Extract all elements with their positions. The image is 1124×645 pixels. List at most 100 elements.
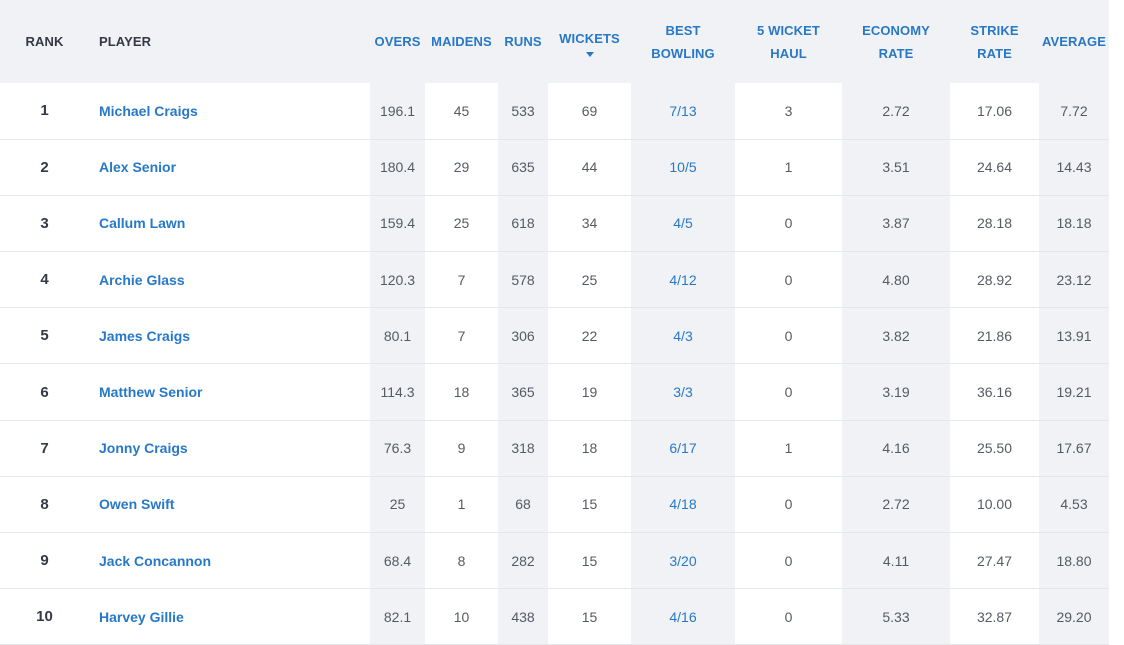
table-row: 5 James Craigs 80.1 7 306 22 4/3 0 3.82 21.86 13.9… — [0, 307, 1109, 365]
rank-cell: 6 — [0, 363, 89, 421]
column-header-overs[interactable]: OVERS — [370, 0, 425, 83]
best-bowling-cell[interactable]: 4/16 — [631, 588, 735, 645]
header-label-line2: RATE — [878, 45, 914, 61]
rank-cell: 5 — [0, 307, 89, 365]
economy-rate-cell: 4.16 — [842, 420, 950, 477]
runs-cell: 533 — [498, 83, 548, 140]
player-cell: Harvey Gillie — [89, 588, 370, 645]
strike-rate-cell: 28.18 — [950, 195, 1039, 253]
overs-cell: 68.4 — [370, 532, 425, 590]
maidens-cell: 25 — [425, 195, 498, 253]
wickets-cell: 18 — [548, 420, 631, 477]
header-label-line1: BEST — [665, 22, 701, 38]
player-link[interactable]: Matthew Senior — [99, 384, 203, 401]
best-bowling-cell[interactable]: 3/3 — [631, 363, 735, 421]
player-link[interactable]: Harvey Gillie — [99, 608, 184, 625]
player-link[interactable]: Jonny Craigs — [99, 440, 188, 457]
strike-rate-cell: 17.06 — [950, 83, 1039, 140]
header-label: PLAYER — [99, 34, 152, 49]
column-header-best-bowling[interactable]: BEST BOWLING — [631, 0, 735, 83]
strike-rate-cell: 21.86 — [950, 307, 1039, 365]
player-cell: Owen Swift — [89, 476, 370, 534]
five-wicket-haul-cell: 0 — [735, 307, 842, 365]
best-bowling-cell[interactable]: 4/5 — [631, 195, 735, 253]
column-header-average[interactable]: AVERAGE — [1039, 0, 1109, 83]
column-header-strike-rate[interactable]: STRIKE RATE — [950, 0, 1039, 83]
rank-cell: 7 — [0, 420, 89, 477]
average-cell: 18.18 — [1039, 195, 1109, 253]
overs-cell: 25 — [370, 476, 425, 534]
overs-cell: 180.4 — [370, 139, 425, 196]
column-header-runs[interactable]: RUNS — [498, 0, 548, 83]
runs-cell: 578 — [498, 251, 548, 309]
best-bowling-cell[interactable]: 4/12 — [631, 251, 735, 309]
best-bowling-cell[interactable]: 4/3 — [631, 307, 735, 365]
wickets-cell: 34 — [548, 195, 631, 253]
rank-cell: 10 — [0, 588, 89, 645]
player-cell: Jack Concannon — [89, 532, 370, 590]
overs-cell: 196.1 — [370, 83, 425, 140]
player-link[interactable]: James Craigs — [99, 327, 191, 344]
runs-cell: 68 — [498, 476, 548, 534]
best-bowling-cell[interactable]: 6/17 — [631, 420, 735, 477]
economy-rate-cell: 3.51 — [842, 139, 950, 196]
header-label: AVERAGE — [1041, 34, 1107, 49]
wickets-cell: 15 — [548, 532, 631, 590]
column-header-wickets[interactable]: WICKETS — [548, 0, 631, 83]
strike-rate-cell: 27.47 — [950, 532, 1039, 590]
runs-cell: 282 — [498, 532, 548, 590]
table-row: 8 Owen Swift 25 1 68 15 4/18 0 2.72 10.00 4.53 — [0, 476, 1109, 534]
table-header: RANK PLAYER OVERS MAIDENS RUNS WICKETS B… — [0, 0, 1109, 83]
average-cell: 13.91 — [1039, 307, 1109, 365]
header-label-line1: ECONOMY — [862, 22, 930, 38]
player-link[interactable]: Alex Senior — [99, 159, 177, 176]
table-row: 1 Michael Craigs 196.1 45 533 69 7/13 3 2.72 17.0… — [0, 83, 1109, 140]
economy-rate-cell: 2.72 — [842, 83, 950, 140]
table-row: 4 Archie Glass 120.3 7 578 25 4/12 0 4.80 28.92 23… — [0, 251, 1109, 309]
caret-down-icon — [585, 51, 594, 57]
economy-rate-cell: 3.82 — [842, 307, 950, 365]
maidens-cell: 45 — [425, 83, 498, 140]
best-bowling-cell[interactable]: 10/5 — [631, 139, 735, 196]
player-link[interactable]: Michael Craigs — [99, 102, 198, 119]
header-label-line1: STRIKE — [970, 22, 1019, 38]
strike-rate-cell: 24.64 — [950, 139, 1039, 196]
wickets-cell: 25 — [548, 251, 631, 309]
economy-rate-cell: 4.11 — [842, 532, 950, 590]
rank-cell: 3 — [0, 195, 89, 253]
column-header-player: PLAYER — [89, 0, 370, 83]
maidens-cell: 18 — [425, 363, 498, 421]
wickets-cell: 15 — [548, 476, 631, 534]
strike-rate-cell: 28.92 — [950, 251, 1039, 309]
column-header-economy-rate[interactable]: ECONOMY RATE — [842, 0, 950, 83]
economy-rate-cell: 3.87 — [842, 195, 950, 253]
player-link[interactable]: Callum Lawn — [99, 215, 186, 232]
runs-cell: 635 — [498, 139, 548, 196]
economy-rate-cell: 3.19 — [842, 363, 950, 421]
column-header-5-wicket-haul[interactable]: 5 WICKET HAUL — [735, 0, 842, 83]
five-wicket-haul-cell: 3 — [735, 83, 842, 140]
maidens-cell: 7 — [425, 307, 498, 365]
strike-rate-cell: 10.00 — [950, 476, 1039, 534]
player-cell: Matthew Senior — [89, 363, 370, 421]
player-link[interactable]: Jack Concannon — [99, 552, 212, 569]
player-link[interactable]: Archie Glass — [99, 271, 185, 288]
column-header-maidens[interactable]: MAIDENS — [425, 0, 498, 83]
average-cell: 14.43 — [1039, 139, 1109, 196]
player-link[interactable]: Owen Swift — [99, 496, 175, 513]
maidens-cell: 7 — [425, 251, 498, 309]
five-wicket-haul-cell: 1 — [735, 139, 842, 196]
best-bowling-cell[interactable]: 4/18 — [631, 476, 735, 534]
five-wicket-haul-cell: 0 — [735, 251, 842, 309]
table-row: 2 Alex Senior 180.4 29 635 44 10/5 1 3.51 24.64 14… — [0, 139, 1109, 196]
average-cell: 7.72 — [1039, 83, 1109, 140]
strike-rate-cell: 32.87 — [950, 588, 1039, 645]
best-bowling-cell[interactable]: 7/13 — [631, 83, 735, 140]
rank-cell: 8 — [0, 476, 89, 534]
maidens-cell: 29 — [425, 139, 498, 196]
strike-rate-cell: 36.16 — [950, 363, 1039, 421]
player-cell: Archie Glass — [89, 251, 370, 309]
maidens-cell: 10 — [425, 588, 498, 645]
best-bowling-cell[interactable]: 3/20 — [631, 532, 735, 590]
player-cell: Michael Craigs — [89, 83, 370, 140]
